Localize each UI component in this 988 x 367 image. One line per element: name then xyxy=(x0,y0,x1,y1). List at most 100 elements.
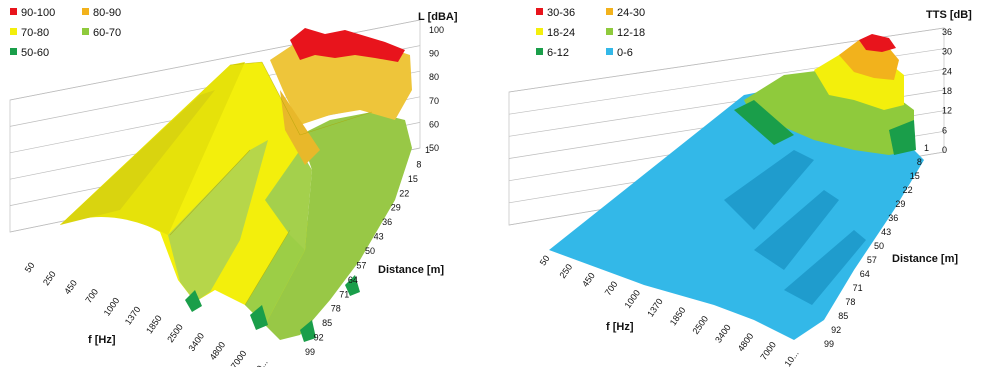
ridge-line xyxy=(261,61,301,136)
z-tick-label: 90 xyxy=(429,49,439,59)
distance-tick-label: 78 xyxy=(331,304,341,314)
frequency-tick-label: 1000 xyxy=(102,296,122,318)
frequency-tick-label: 7000 xyxy=(229,349,249,367)
distance-tick-label: 92 xyxy=(314,333,324,343)
frequency-tick-label: 1850 xyxy=(668,305,688,327)
frequency-tick-label: 250 xyxy=(557,262,574,280)
frequency-tick-label: 2500 xyxy=(165,322,185,344)
surface-band-80-90 xyxy=(280,90,320,165)
distance-tick-label: 71 xyxy=(339,289,349,299)
surface-band-6-12 xyxy=(889,120,916,155)
frequency-tick-label: 450 xyxy=(580,271,597,289)
surface-shade xyxy=(754,190,839,270)
distance-tick-label: 43 xyxy=(881,227,891,237)
legend-label: 70-80 xyxy=(21,27,49,39)
frequency-axis-title: f [Hz] xyxy=(88,334,116,346)
distance-tick-label: 99 xyxy=(824,339,834,349)
frequency-tick-label: 10... xyxy=(251,357,269,367)
surface-plot xyxy=(60,28,412,342)
legend-label: 12-18 xyxy=(617,27,645,39)
z-tick-label: 0 xyxy=(942,145,947,155)
distance-tick-label: 22 xyxy=(399,188,409,198)
distance-tick-label: 64 xyxy=(860,269,870,279)
distance-tick-label: 1 xyxy=(425,145,430,155)
distance-tick-label: 1 xyxy=(924,143,929,153)
chart-noise-level: 100 90 80 70 60 50 1 8 15 22 29 36 43 50 57 64 71 78 85 92 9… xyxy=(9,7,458,367)
z-tick-label: 50 xyxy=(429,143,439,153)
ridge-line xyxy=(299,111,373,136)
distance-tick-label: 8 xyxy=(416,159,421,169)
legend-swatch xyxy=(10,8,17,15)
frequency-tick-label: 2500 xyxy=(690,314,710,336)
surface-band-50-60 xyxy=(300,320,316,342)
frequency-tick-label: 1370 xyxy=(645,297,665,319)
legend-swatch xyxy=(536,28,543,35)
chart-tts: 36 30 24 18 12 6 0 1 8 15 22 29 36 43 50 57 64 71 78 85 92 99… xyxy=(494,0,988,367)
distance-tick-label: 92 xyxy=(831,325,841,335)
distance-tick-label: 29 xyxy=(895,199,905,209)
legend-label: 0-6 xyxy=(617,47,633,59)
surface-plot xyxy=(549,34,924,340)
distance-tick-label: 36 xyxy=(382,217,392,227)
z-tick-label: 60 xyxy=(429,119,439,129)
frequency-tick-label: 250 xyxy=(41,269,58,287)
surface-shade xyxy=(60,90,215,225)
z-axis-title: TTS [dB] xyxy=(926,9,972,21)
legend-label: 80-90 xyxy=(93,7,121,19)
legend: 30-36 24-30 18-24 12-18 6-12 0-6 xyxy=(536,7,645,59)
legend-swatch xyxy=(606,28,613,35)
legend-swatch xyxy=(536,8,543,15)
z-tick-label: 100 xyxy=(429,25,444,35)
distance-tick-label: 85 xyxy=(838,311,848,321)
frequency-tick-label: 1000 xyxy=(623,288,643,310)
frequency-tick-label: 4800 xyxy=(736,331,756,353)
distance-tick-label: 36 xyxy=(888,213,898,223)
z-tick-label: 12 xyxy=(942,106,952,116)
surface-band-50-60 xyxy=(185,290,202,312)
legend-swatch xyxy=(606,48,613,55)
frequency-tick-label: 1370 xyxy=(123,305,143,327)
surface-chart-noise-level: 1009080706050181522293643505764717885929… xyxy=(9,7,458,367)
legend: 90-100 80-90 70-80 60-70 50-60 xyxy=(10,7,121,59)
surface-band-50-60 xyxy=(250,305,268,330)
surface-band-80-90 xyxy=(270,38,412,125)
legend-swatch xyxy=(536,48,543,55)
surface-band-60-70 xyxy=(168,140,268,302)
z-tick-label: 18 xyxy=(942,86,952,96)
legend-swatch xyxy=(82,28,89,35)
legend-swatch xyxy=(606,8,613,15)
frequency-tick-label: 700 xyxy=(603,279,620,297)
frequency-tick-label: 50 xyxy=(538,253,552,267)
z-tick-label: 30 xyxy=(942,47,952,57)
legend-label: 6-12 xyxy=(547,47,569,59)
ridge-line xyxy=(244,229,291,306)
surface-band-90-100 xyxy=(290,28,405,62)
z-axis-title: L [dBA] xyxy=(418,11,458,23)
z-tick-label: 24 xyxy=(942,66,952,76)
surface-band-30-36 xyxy=(859,34,896,52)
distance-axis-title: Distance [m] xyxy=(378,264,444,276)
ridge-line xyxy=(169,149,251,236)
distance-tick-label: 50 xyxy=(365,246,375,256)
frequency-tick-label: 50 xyxy=(23,260,37,274)
distance-tick-label: 85 xyxy=(322,318,332,328)
surface-band-6-12 xyxy=(734,100,794,145)
ridge-line xyxy=(229,61,263,66)
distance-tick-label: 43 xyxy=(374,232,384,242)
distance-tick-label: 57 xyxy=(867,255,877,265)
distance-tick-label: 64 xyxy=(348,275,358,285)
surface-band-60-70 xyxy=(245,230,305,325)
surface-shade xyxy=(784,230,866,305)
legend-label: 30-36 xyxy=(547,7,575,19)
distance-tick-label: 50 xyxy=(874,241,884,251)
frequency-tick-label: 700 xyxy=(83,287,100,305)
frequency-tick-label: 7000 xyxy=(758,340,778,362)
legend-label: 24-30 xyxy=(617,7,645,19)
distance-tick-label: 15 xyxy=(910,171,920,181)
surface-band-60-70 xyxy=(265,112,412,340)
distance-tick-label: 8 xyxy=(917,157,922,167)
frequency-tick-label: 4800 xyxy=(208,340,228,362)
surface-band-60-70 xyxy=(265,150,312,250)
surface-chart-tts: 36 30 24 18 12 6 0 18 15 22 29 36 43 50 57 64 71 78 85 92 99… xyxy=(508,7,972,367)
distance-axis-title: Distance [m] xyxy=(892,253,958,265)
